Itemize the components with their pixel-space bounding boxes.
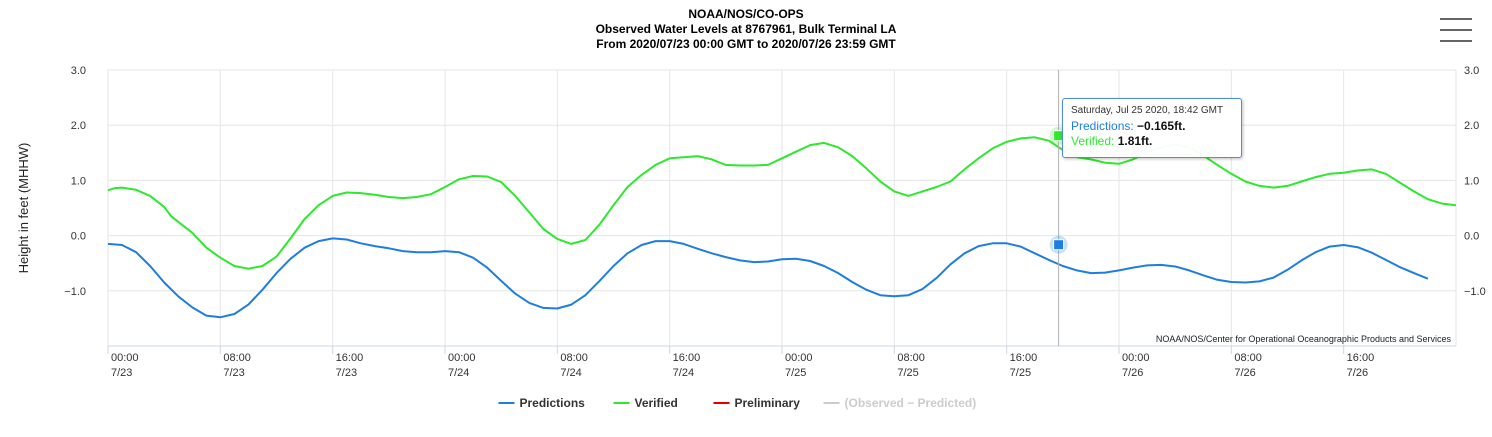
tooltip-ver-label: Verified: [1071, 134, 1115, 148]
x-tick-label-date: 7/24 [448, 367, 469, 379]
x-tick-label-date: 7/25 [897, 367, 918, 379]
y-tick-label-right: 2.0 [1464, 120, 1479, 132]
chart-title-line3: From 2020/07/23 00:00 GMT to 2020/07/26 … [596, 37, 896, 51]
tooltip-ver-value: 1.81ft. [1117, 134, 1153, 148]
x-tick-label-time: 08:00 [1234, 352, 1262, 364]
chart-title-line1: NOAA/NOS/CO-OPS [688, 7, 803, 21]
y-tick-label-right: 3.0 [1464, 65, 1479, 77]
x-tick-label-date: 7/24 [673, 367, 694, 379]
legend-item-verified[interactable]: Verified [613, 396, 678, 410]
x-tick-label-time: 00:00 [448, 352, 476, 364]
axes: 3.0 3.0 2.0 2.0 1.0 1.0 0.0 0.0 −1.0 −1.0 00:00 7/2… [64, 65, 1485, 379]
x-tick-label-date: 7/25 [1010, 367, 1031, 379]
legend-item-observed-predicted[interactable]: (Observed − Predicted) [823, 396, 977, 410]
y-tick-label-left: 3.0 [71, 65, 86, 77]
credit-text: NOAA/NOS/Center for Operational Oceanogr… [1156, 334, 1452, 344]
tooltip: Saturday, Jul 25 2020, 18:42 GMT Predict… [1062, 98, 1242, 158]
x-tick-label-date: 7/26 [1347, 367, 1368, 379]
series-line-verified [107, 136, 1457, 270]
hover-marker-predictions [1053, 239, 1065, 251]
legend[interactable]: Predictions Verified Preliminary (Observed … [498, 396, 977, 410]
tooltip-row-verified: Verified: 1.81ft. [1071, 134, 1233, 149]
x-tick-label-date: 7/23 [336, 367, 357, 379]
x-tick-label-time: 16:00 [1010, 352, 1038, 364]
y-tick-label-right: 1.0 [1464, 175, 1479, 187]
tooltip-pred-label: Predictions: [1071, 119, 1134, 133]
x-tick-label-date: 7/26 [1122, 367, 1143, 379]
legend-item-preliminary[interactable]: Preliminary [713, 396, 801, 410]
x-tick-label-time: 00:00 [1122, 352, 1150, 364]
legend-label: Predictions [520, 396, 586, 410]
tooltip-header: Saturday, Jul 25 2020, 18:42 GMT [1071, 105, 1224, 116]
x-tick-label-time: 08:00 [897, 352, 925, 364]
legend-label: Preliminary [735, 396, 801, 410]
series-line-predictions [107, 237, 1429, 319]
y-tick-label-left: −1.0 [64, 286, 86, 298]
tooltip-row-predictions: Predictions: −0.165ft. [1071, 119, 1233, 134]
x-tick-label-date: 7/25 [785, 367, 806, 379]
y-tick-label-left: 0.0 [71, 231, 86, 243]
y-tick-label-left: 1.0 [71, 175, 86, 187]
chart-title-line2: Observed Water Levels at 8767961, Bulk T… [596, 22, 897, 36]
x-tick-label-time: 16:00 [1347, 352, 1375, 364]
y-tick-label-right: −1.0 [1464, 286, 1486, 298]
y-axis-label: Height in feet (MHHW) [16, 143, 31, 274]
tooltip-pred-value: −0.165ft. [1137, 119, 1186, 133]
legend-item-predictions[interactable]: Predictions [498, 396, 586, 410]
x-tick-label-time: 08:00 [223, 352, 251, 364]
x-tick-label-time: 00:00 [111, 352, 139, 364]
x-tick-label-date: 7/24 [560, 367, 581, 379]
series-layer [107, 136, 1457, 319]
grid-lines [107, 69, 1457, 347]
x-tick-label-date: 7/26 [1234, 367, 1255, 379]
y-tick-label-left: 2.0 [71, 120, 86, 132]
x-tick-label-time: 16:00 [673, 352, 701, 364]
x-tick-label-date: 7/23 [111, 367, 132, 379]
legend-label: (Observed − Predicted) [845, 396, 977, 410]
y-tick-label-right: 0.0 [1464, 231, 1479, 243]
x-tick-label-time: 16:00 [336, 352, 364, 364]
x-tick-label-date: 7/23 [223, 367, 244, 379]
hamburger-menu-icon[interactable] [1440, 18, 1472, 46]
legend-label: Verified [635, 396, 678, 410]
x-tick-label-time: 00:00 [785, 352, 813, 364]
x-tick-label-time: 08:00 [560, 352, 588, 364]
